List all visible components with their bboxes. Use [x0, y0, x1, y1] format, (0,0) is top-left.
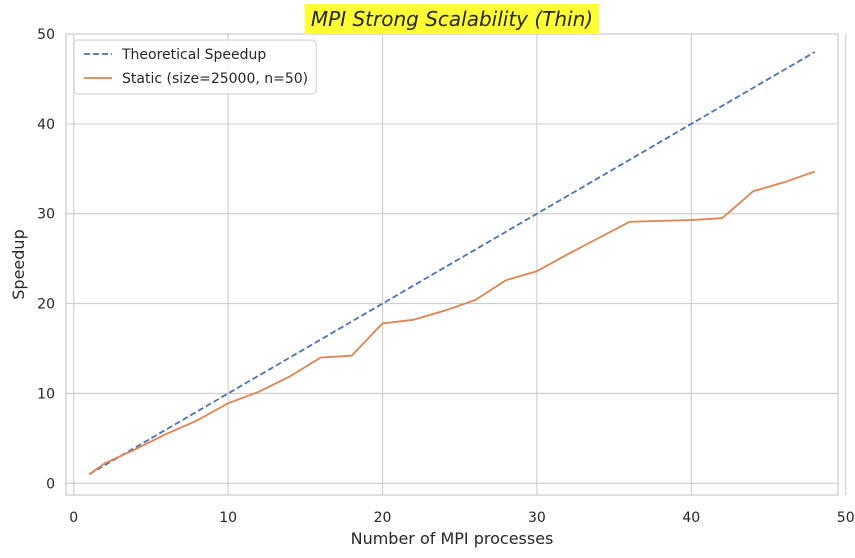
chart-title-highlight — [304, 4, 600, 34]
x-tick-label: 10 — [219, 510, 237, 526]
x-tick-label: 0 — [69, 510, 78, 526]
y-tick-label: 10 — [37, 386, 55, 402]
y-tick-label: 30 — [37, 207, 55, 223]
x-tick-label: 40 — [682, 510, 700, 526]
series-line-static — [88, 170, 816, 476]
y-tick-label: 40 — [37, 117, 55, 133]
x-tick-label: 20 — [374, 510, 392, 526]
x-tick-label: 50 — [837, 510, 855, 526]
y-tick-label: 0 — [46, 476, 55, 492]
grid-lines — [66, 33, 847, 495]
legend-label-static: Static (size=25000, n=50) — [122, 71, 308, 87]
y-tick-label: 50 — [37, 27, 55, 43]
y-axis-label: Speedup — [9, 229, 28, 299]
tick-labels: 0 10 20 30 40 50 0 10 20 30 40 50 — [37, 27, 854, 526]
x-tick-label: 30 — [528, 510, 546, 526]
legend-box — [73, 39, 317, 95]
y-tick-label: 20 — [37, 297, 55, 313]
series-layer — [88, 51, 816, 476]
x-axis-label: Number of MPI processes — [351, 529, 554, 548]
series-line-theoretical — [88, 51, 816, 476]
legend: Theoretical Speedup Static (size=25000, … — [73, 39, 317, 95]
legend-label-theoretical: Theoretical Speedup — [121, 47, 266, 63]
chart-title: MPI Strong Scalability (Thin) — [311, 7, 593, 31]
